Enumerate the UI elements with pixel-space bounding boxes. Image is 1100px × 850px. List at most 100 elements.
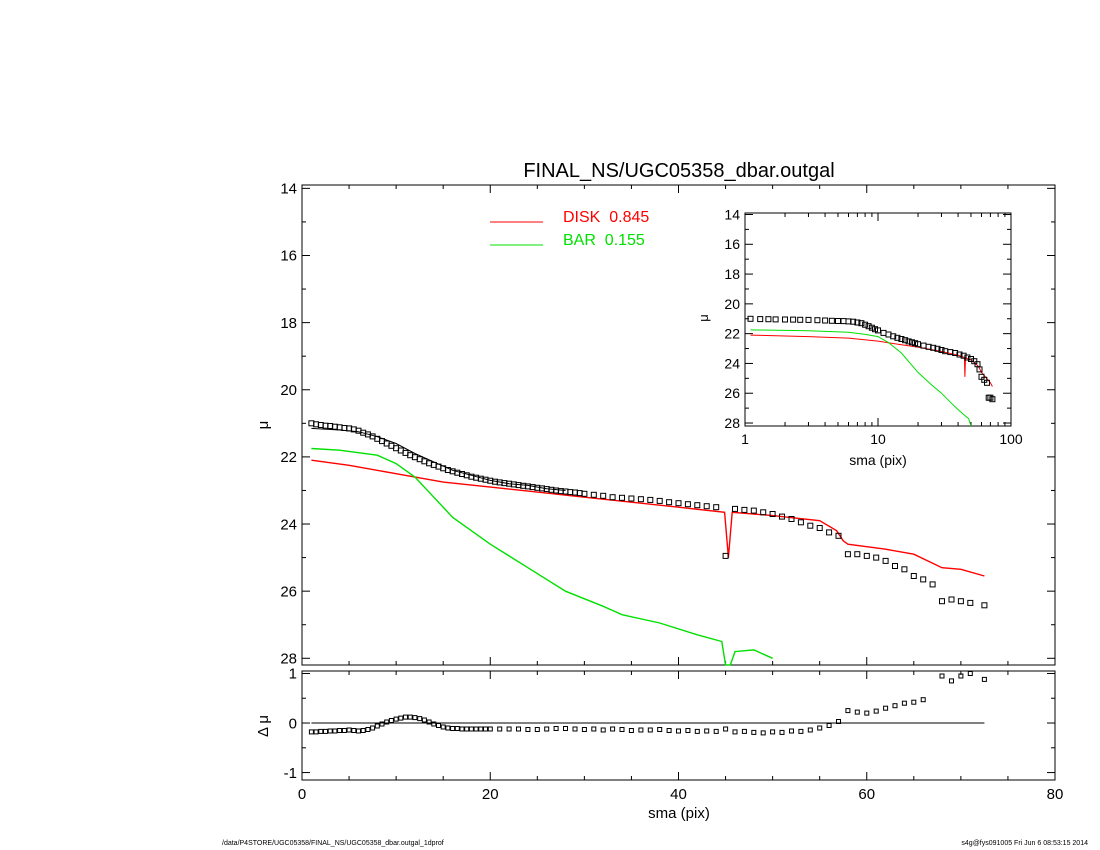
residual-residual-point: [351, 728, 357, 733]
main-data-point: [684, 501, 691, 508]
inset-y-tick-label: 18: [724, 266, 740, 282]
inset-data-point: [822, 317, 829, 324]
residual-residual-point: [901, 700, 907, 706]
inset-x-tick-label: 10: [870, 431, 886, 447]
residual-residual-point: [967, 671, 973, 676]
inset-data-point: [782, 316, 788, 323]
residual-residual-point: [892, 703, 898, 709]
main-data-point: [892, 563, 898, 569]
inset-data-point: [858, 320, 865, 327]
residual-residual-point: [666, 728, 672, 733]
inset-series-layer: [747, 315, 996, 427]
residual-residual-point: [412, 715, 418, 721]
inset-data-point: [960, 352, 967, 359]
main-data-point: [581, 490, 588, 497]
residual-residual-point: [676, 728, 681, 734]
residual-y-ticks: -1 0 1: [284, 666, 1055, 782]
residual-residual-point: [939, 673, 945, 679]
residual-residual-point: [883, 705, 889, 711]
inset-data-point: [865, 323, 872, 330]
residual-residual-point: [798, 728, 804, 734]
main-data-point: [816, 525, 823, 531]
legend: DISK 0.845 BAR 0.155: [490, 209, 649, 249]
residual-residual-point: [360, 728, 366, 733]
inset-panel: 1 10 100 14 16 18 20 22 24 26 28 sma (pix) μ: [696, 206, 1023, 468]
residual-residual-point: [393, 716, 399, 722]
residual-residual-point: [436, 723, 441, 728]
inset-data-point: [790, 316, 797, 323]
main-data-point: [779, 513, 785, 520]
residual-residual-point: [563, 726, 568, 731]
main-y-tick-label: 28: [280, 651, 297, 668]
legend-disk-label: DISK 0.845: [563, 209, 649, 226]
residual-residual-point: [864, 710, 870, 716]
inset-x-ticks: 1 10 100: [741, 213, 1023, 447]
inset-y-tick-label: 22: [724, 326, 740, 342]
main-data-point: [609, 494, 616, 501]
residual-residual-point: [619, 727, 625, 732]
inset-plot-frame: [744, 212, 1012, 427]
footer-timestamp: s4g@fys091005 Fri Jun 6 08:53:15 2014: [961, 840, 1088, 847]
main-data-point: [722, 552, 729, 559]
residual-residual-point: [760, 730, 766, 736]
residual-residual-point: [459, 726, 465, 732]
residual-x-tick-label: 40: [670, 786, 687, 803]
main-data-point: [882, 557, 889, 564]
residual-residual-point: [817, 725, 823, 731]
main-y-axis-label: μ: [255, 421, 272, 430]
residual-residual-point: [497, 726, 503, 732]
main-y-tick-label: 24: [280, 516, 297, 533]
residual-residual-point: [826, 723, 832, 728]
residual-residual-point: [628, 728, 634, 733]
residual-series-layer: [308, 671, 987, 736]
residual-residual-point: [374, 723, 380, 729]
inset-data-point: [964, 354, 971, 361]
residual-y-tick-label: -1: [284, 765, 297, 782]
residual-residual-point: [313, 729, 319, 735]
residual-x-axis-label: sma (pix): [648, 805, 710, 822]
residual-y-tick-label: 1: [289, 666, 297, 683]
main-data-point: [957, 598, 964, 605]
residual-x-tick-label: 20: [482, 786, 499, 803]
main-y-tick-label: 14: [280, 181, 297, 198]
main-data-point: [844, 551, 851, 558]
inset-data-point: [930, 344, 937, 351]
residual-y-tick-label: 0: [289, 715, 297, 732]
residual-residual-point: [464, 726, 470, 732]
residual-residual-point: [723, 726, 729, 732]
main-data-point: [826, 529, 833, 536]
inset-y-tick-label: 24: [724, 355, 740, 371]
residual-residual-point: [591, 726, 597, 732]
inset-data-point: [934, 345, 941, 352]
main-data-point: [656, 497, 663, 504]
residual-residual-point: [553, 726, 559, 731]
residual-residual-point: [483, 726, 488, 732]
main-data-point: [694, 502, 701, 509]
residual-residual-point: [732, 729, 738, 735]
residual-residual-point: [384, 719, 390, 725]
residual-residual-point: [450, 726, 456, 731]
residual-residual-point: [647, 727, 653, 733]
residual-panel: 0 20 40 60 80 -101 sma (pix) Δ μ: [255, 666, 1063, 822]
main-data-point: [675, 500, 682, 507]
inset-data-point: [772, 316, 779, 323]
inset-y-tick-label: 28: [724, 415, 740, 431]
main-data-point: [788, 516, 795, 522]
inset-data-point: [797, 316, 804, 323]
inset-x-axis-label: sma (pix): [849, 452, 907, 468]
residual-residual-point: [610, 726, 616, 732]
residual-residual-point: [704, 728, 710, 734]
inset-x-tick-label: 100: [999, 431, 1023, 447]
inset-data-point: [984, 379, 990, 386]
residual-x-tick-label: 60: [858, 786, 875, 803]
residual-residual-point: [544, 726, 550, 732]
residual-residual-point: [487, 726, 493, 732]
residual-residual-point: [911, 699, 917, 705]
residual-residual-point: [854, 709, 860, 715]
inset-data-point: [898, 336, 905, 342]
chart-title: FINAL_NS/UGC05358_dbar.outgal: [523, 160, 834, 182]
main-data-point: [769, 511, 776, 517]
main-y-tick-label: 16: [280, 248, 297, 265]
main-data-point: [619, 494, 625, 501]
